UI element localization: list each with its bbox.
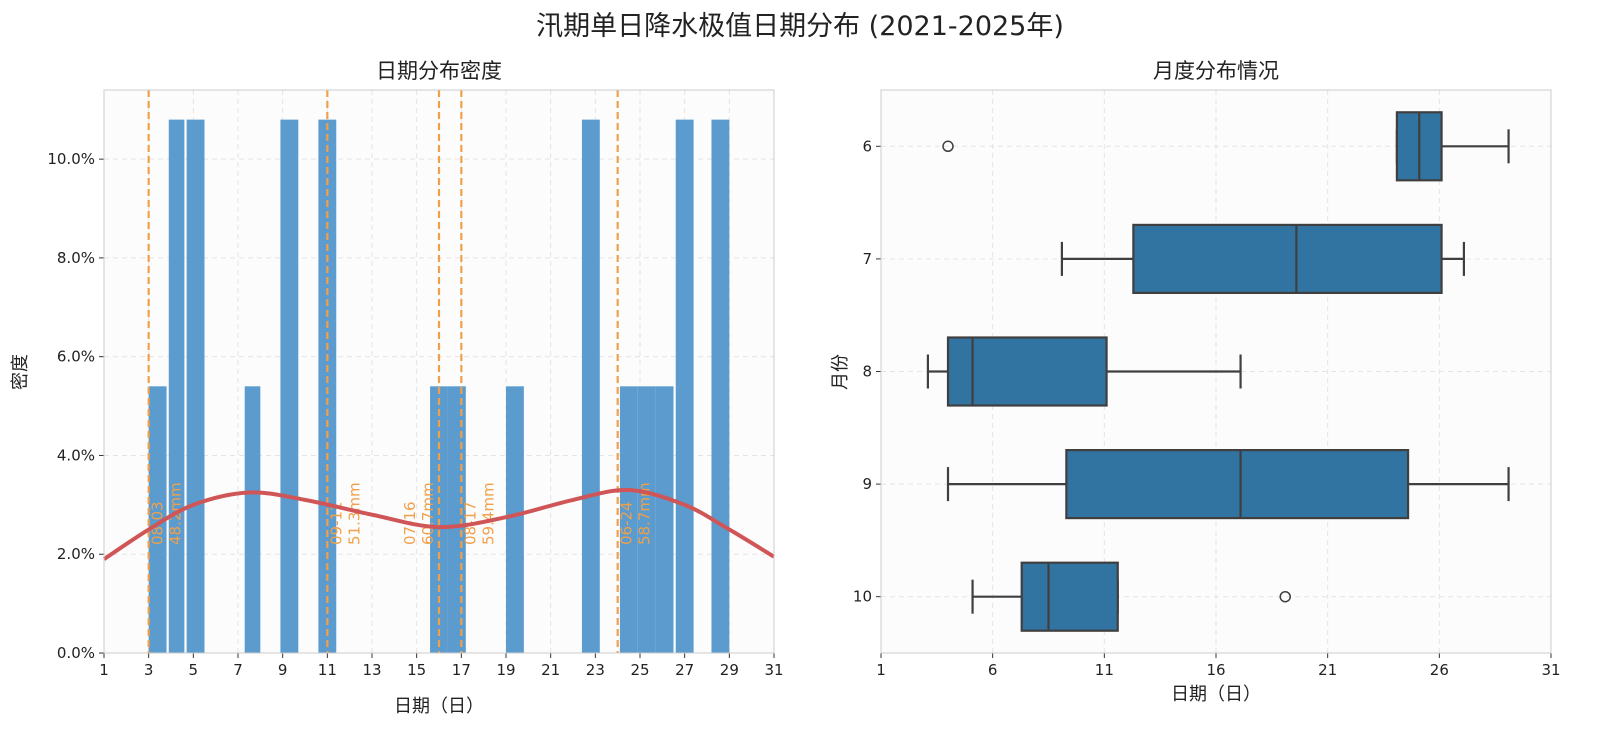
x-tick-label: 16: [1206, 661, 1225, 679]
left-xlabel: 日期（日）: [394, 696, 484, 717]
x-tick-label: 23: [586, 661, 605, 679]
y-tick-label: 6.0%: [57, 348, 95, 366]
x-tick-label: 29: [720, 661, 739, 679]
x-tick-label: 27: [675, 661, 694, 679]
x-tick-label: 17: [452, 661, 471, 679]
histogram-bar: [506, 386, 524, 653]
x-tick-label: 1: [876, 661, 886, 679]
plot-frame: [880, 89, 1552, 654]
annotation-date: 09-11: [327, 501, 345, 545]
histogram-bar: [655, 386, 674, 653]
y-tick-label: 9: [862, 475, 872, 493]
y-tick-label: 10: [853, 588, 872, 606]
left-ylabel: 密度: [10, 354, 31, 390]
outlier-point: [1279, 590, 1291, 603]
y-tick-label: 8.0%: [57, 249, 95, 267]
right-ylabel: 月份: [830, 354, 851, 390]
figure-title: 汛期单日降水极值日期分布 (2021-2025年): [536, 11, 1064, 42]
x-tick-label: 15: [407, 661, 426, 679]
histogram-bar: [637, 386, 656, 653]
histogram-bar: [675, 119, 694, 653]
histogram-bar: [244, 386, 261, 653]
kde-curve: [102, 488, 776, 561]
x-tick-label: 3: [144, 661, 154, 679]
right-xlabel: 日期（日）: [1171, 684, 1261, 705]
x-tick-label: 31: [1541, 661, 1560, 679]
box: [946, 336, 1108, 407]
annotation-value: 60.7mm: [419, 482, 437, 545]
histogram-bar: [168, 119, 185, 653]
x-tick-label: 9: [278, 661, 288, 679]
histogram-bar: [318, 119, 337, 653]
x-tick-label: 21: [1318, 661, 1337, 679]
y-tick-label: 8: [862, 363, 872, 381]
annotation-value: 58.7mm: [636, 482, 654, 545]
annotation-value: 59.4mm: [479, 482, 497, 545]
y-tick-label: 2.0%: [57, 545, 95, 563]
y-tick-label: 7: [862, 250, 872, 268]
y-tick-label: 10.0%: [47, 150, 95, 168]
x-tick-label: 11: [1095, 661, 1114, 679]
x-tick-label: 1: [99, 661, 109, 679]
y-tick-label: 4.0%: [57, 446, 95, 464]
histogram-bar: [186, 119, 205, 653]
x-tick-label: 6: [988, 661, 998, 679]
box: [1065, 449, 1410, 520]
outlier-point: [942, 140, 954, 153]
x-tick-label: 5: [189, 661, 199, 679]
x-tick-label: 19: [496, 661, 515, 679]
histogram-bar: [619, 386, 638, 653]
x-tick-label: 11: [318, 661, 337, 679]
y-tick-label: 6: [862, 137, 872, 155]
right-title: 月度分布情况: [1153, 59, 1279, 83]
x-tick-label: 7: [233, 661, 243, 679]
annotation-value: 51.3mm: [345, 482, 363, 545]
box: [1132, 223, 1443, 294]
x-tick-label: 21: [541, 661, 560, 679]
y-tick-label: 0.0%: [57, 644, 95, 662]
histogram-bar: [280, 119, 299, 653]
plot-frame: [103, 89, 775, 654]
x-tick-label: 25: [630, 661, 649, 679]
annotation-date: 06-24: [618, 501, 636, 545]
histogram-bar: [581, 119, 600, 653]
x-tick-label: 13: [362, 661, 381, 679]
histogram-bar: [711, 119, 730, 653]
x-tick-label: 31: [764, 661, 783, 679]
x-tick-label: 26: [1430, 661, 1449, 679]
box: [1020, 561, 1119, 632]
left-title: 日期分布密度: [376, 59, 502, 83]
histogram-bar: [148, 386, 167, 653]
